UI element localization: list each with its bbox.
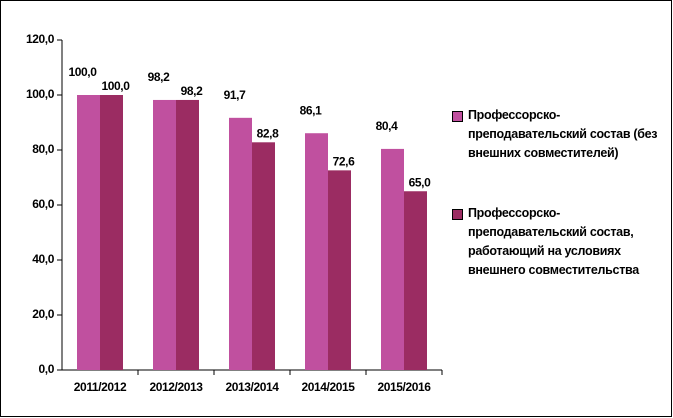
bar: [153, 99, 176, 370]
bar: [100, 95, 123, 370]
value-label: 72,6: [333, 155, 355, 169]
value-label: 98,2: [148, 70, 170, 84]
value-label: 82,8: [257, 126, 279, 140]
legend-label: Профессорско-преподавательский состав, р…: [468, 206, 639, 277]
value-label: 86,1: [300, 103, 322, 117]
bar: [252, 142, 275, 370]
bar: [229, 117, 252, 370]
value-label: 98,2: [181, 84, 203, 98]
legend-swatch: [452, 209, 463, 220]
x-tick-label: 2014/2015: [301, 380, 355, 394]
x-tick-label: 2013/2014: [225, 380, 279, 394]
y-tick-label: 120,0: [26, 32, 55, 46]
bar: [381, 148, 404, 370]
legend-item: Профессорско-преподавательский состав (б…: [452, 106, 667, 163]
y-tick-label: 20,0: [32, 307, 54, 321]
y-tick-label: 40,0: [32, 252, 54, 266]
bar: [305, 133, 328, 370]
value-label: 91,7: [224, 88, 246, 102]
value-label: 100,0: [101, 79, 130, 93]
bar: [328, 170, 351, 370]
legend-label: Профессорско-преподавательский состав (б…: [468, 108, 658, 160]
y-tick-label: 60,0: [32, 197, 54, 211]
bar: [176, 99, 199, 370]
bar: [404, 191, 427, 370]
legend-swatch: [452, 111, 463, 122]
x-tick-label: 2011/2012: [74, 380, 127, 394]
x-tick-label: 2012/2013: [149, 380, 203, 394]
x-tick-label: 2015/2016: [377, 380, 431, 394]
legend-item: Профессорско-преподавательский состав, р…: [452, 204, 667, 280]
y-tick-label: 80,0: [32, 142, 54, 156]
bar: [77, 95, 100, 370]
value-label: 80,4: [376, 119, 398, 133]
y-tick-label: 0,0: [39, 362, 55, 376]
value-label: 100,0: [68, 65, 97, 79]
y-tick-label: 100,0: [26, 87, 55, 101]
value-label: 65,0: [409, 175, 431, 189]
